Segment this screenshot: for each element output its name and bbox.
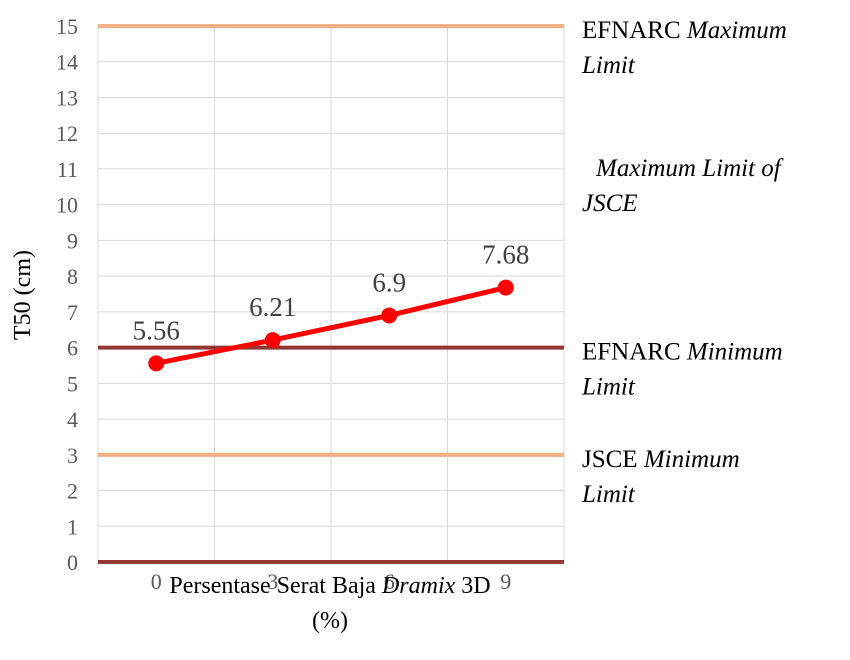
x-axis-title-pre: Persentase Serat Baja <box>169 573 382 599</box>
x-tick-label-1: 3 <box>267 569 278 594</box>
data-label-3: 7.68 <box>482 240 529 270</box>
y-tick-label-13: 13 <box>56 85 78 110</box>
reference-label-text-1: EFNARC <box>582 339 687 366</box>
y-tick-label-8: 8 <box>67 264 78 289</box>
reference-label-line2-2: Limit <box>581 481 636 508</box>
data-point-3 <box>497 279 514 296</box>
x-tick-label-0: 0 <box>151 569 162 594</box>
reference-label-text-2: JSCE <box>582 446 644 473</box>
reference-label-italic-1: Minimum <box>686 339 783 366</box>
x-tick-label-2: 6 <box>384 569 395 594</box>
y-tick-label-5: 5 <box>67 371 78 396</box>
jsce-max-annotation-line1: Maximum Limit of <box>595 155 784 182</box>
reference-label-line1-2: JSCE Minimum <box>582 446 740 473</box>
x-axis-title-italic: Dramix <box>381 573 456 599</box>
reference-label-italic-2: Minimum <box>643 446 740 473</box>
reference-label-line2-0: Limit <box>581 52 636 79</box>
data-label-2: 6.9 <box>372 267 406 297</box>
data-point-2 <box>381 307 398 324</box>
reference-line-labels: EFNARC Maximum Limit EFNARC Minimum Limit JS… <box>581 17 787 508</box>
jsce-max-annotation-line2: JSCE <box>582 190 638 217</box>
annotations: Maximum Limit of JSCE <box>582 155 784 217</box>
reference-lines <box>98 24 564 565</box>
y-tick-label-15: 15 <box>56 14 78 39</box>
reference-label-line1-0: EFNARC Maximum <box>582 17 787 44</box>
y-tick-label-7: 7 <box>67 300 78 325</box>
y-tick-label-3: 3 <box>67 443 78 468</box>
y-tick-label-2: 2 <box>67 479 78 504</box>
y-tick-label-10: 10 <box>56 193 78 218</box>
y-tick-label-11: 11 <box>57 157 78 182</box>
reference-label-italic-0: Maximum <box>686 17 787 44</box>
series-line-0 <box>155 285 507 366</box>
data-point-1 <box>264 332 281 349</box>
y-tick-label-12: 12 <box>56 121 78 146</box>
reference-label-line1-1: EFNARC Minimum <box>582 339 783 366</box>
data-point-0 <box>148 355 165 372</box>
y-tick-label-9: 9 <box>67 228 78 253</box>
y-tick-label-0: 0 <box>67 550 78 575</box>
data-series <box>148 279 514 372</box>
reference-label-line2-1: Limit <box>581 374 636 401</box>
y-axis-title: T50 (cm) <box>10 250 36 340</box>
data-label-0: 5.56 <box>133 315 180 345</box>
x-tick-labels: 0 3 6 9 <box>151 569 512 594</box>
data-label-1: 6.21 <box>249 292 296 322</box>
y-tick-label-14: 14 <box>56 50 78 75</box>
reference-label-text-0: EFNARC <box>582 17 687 44</box>
x-tick-label-3: 9 <box>500 569 511 594</box>
x-axis-title-post: 3D <box>455 573 490 599</box>
x-axis-title: Persentase Serat Baja Dramix 3D <box>169 573 490 599</box>
data-labels: 5.56 6.21 6.9 7.68 <box>133 240 530 346</box>
y-tick-label-4: 4 <box>67 407 78 432</box>
y-tick-label-6: 6 <box>67 336 78 361</box>
y-tick-label-1: 1 <box>67 514 78 539</box>
x-axis-title-unit: (%) <box>312 608 348 634</box>
grid <box>97 25 565 563</box>
